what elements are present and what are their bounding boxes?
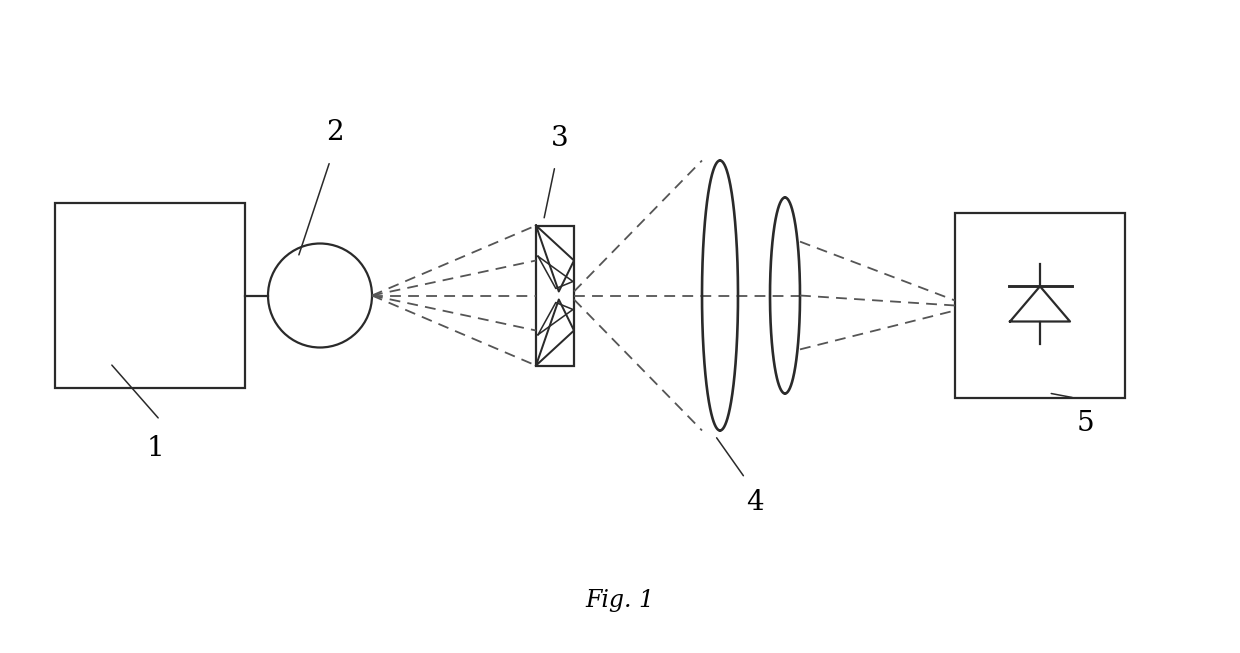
Text: 5: 5 <box>1076 409 1094 436</box>
Text: 2: 2 <box>326 119 343 146</box>
Bar <box>955 213 1125 398</box>
Text: Fig. 1: Fig. 1 <box>585 590 655 613</box>
Text: 1: 1 <box>146 434 164 462</box>
Bar <box>536 225 574 366</box>
Text: 3: 3 <box>552 125 569 151</box>
Bar <box>55 203 246 388</box>
Text: 4: 4 <box>746 490 764 517</box>
